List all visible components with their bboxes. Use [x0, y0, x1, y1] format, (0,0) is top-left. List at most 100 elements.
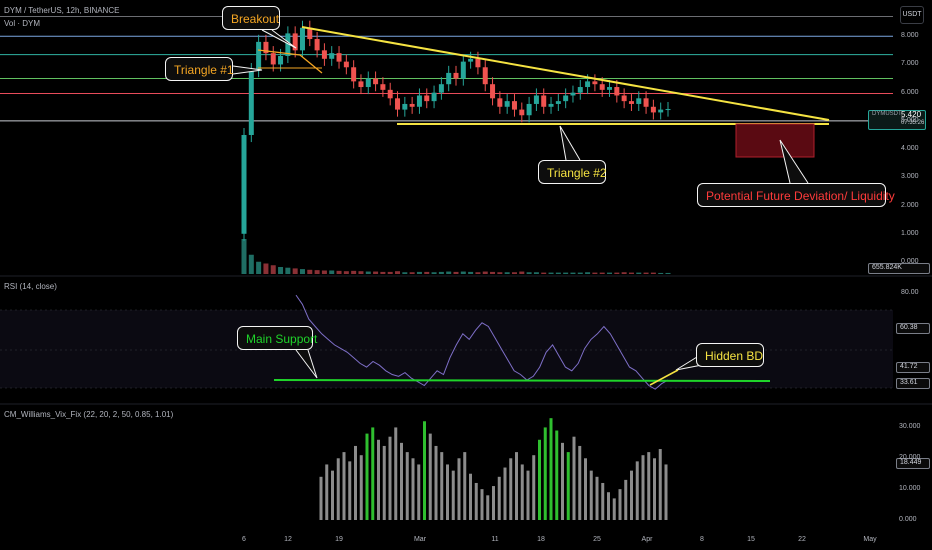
volume-bar — [577, 272, 583, 274]
vix-bar — [607, 492, 610, 520]
candle-body — [321, 50, 327, 59]
vix-bar — [618, 489, 622, 520]
candle-body — [285, 33, 291, 56]
descending-trendline — [301, 26, 830, 121]
volume-bar — [570, 272, 576, 274]
time-axis-label: 12 — [284, 536, 292, 543]
volume-bar — [329, 270, 335, 274]
vix-bar — [601, 482, 605, 520]
countdown-timer: 07:35:26 — [901, 120, 925, 126]
volume-bar — [336, 270, 342, 274]
vix-bar — [342, 452, 346, 520]
candle-body — [365, 78, 371, 88]
candle-body — [650, 106, 656, 113]
volume-bar — [285, 267, 291, 274]
candle-body — [248, 70, 254, 135]
time-axis-label: Mar — [413, 536, 427, 543]
candle-body — [453, 72, 459, 79]
candle-body — [468, 58, 474, 62]
volume-bar — [636, 272, 642, 274]
volume-bar — [533, 272, 539, 274]
price-scale-label: 3.000 — [901, 173, 919, 181]
volume-bar — [446, 271, 452, 274]
time-axis-label: 6 — [242, 536, 246, 543]
candle-body — [475, 58, 481, 68]
vix-bar — [417, 464, 421, 520]
price-scale-label: 5.000 — [901, 116, 919, 124]
candle-body — [446, 72, 452, 85]
volume-bar — [592, 272, 598, 274]
candle-body — [563, 95, 569, 102]
vix-pane — [319, 418, 668, 520]
currency-button[interactable]: USDT — [900, 6, 924, 24]
time-axis-label: 19 — [335, 536, 343, 543]
candle-body — [460, 61, 466, 79]
vix-bar — [434, 445, 438, 520]
candle-body — [299, 27, 305, 51]
rsi-box-upper: 60.38 — [896, 323, 930, 334]
vix-scale-label: 10.000 — [899, 485, 921, 493]
volume-bar — [607, 272, 613, 274]
candle-body — [395, 98, 401, 110]
volume-bar — [292, 268, 298, 274]
vix-bar — [446, 464, 449, 520]
candle-body — [380, 84, 386, 90]
volume-bar — [599, 272, 605, 274]
candle-body — [336, 53, 342, 62]
ticker-label: DYMUSDT — [872, 111, 902, 117]
rsi-title: RSI (14, close) — [4, 282, 57, 291]
vix-bar — [647, 452, 651, 520]
vix-bar — [331, 470, 334, 520]
volume-bar — [263, 263, 269, 274]
volume-bar — [402, 272, 408, 274]
vix-bar — [492, 486, 495, 520]
vix-bar — [532, 455, 536, 520]
hidden-bd-pointer — [675, 356, 703, 371]
candle-body — [519, 109, 525, 116]
vix-bar — [463, 452, 467, 520]
candle-body — [431, 92, 437, 102]
candle-body — [263, 41, 269, 54]
breakout-callout: Breakout — [222, 6, 280, 30]
vix-bar — [400, 442, 403, 520]
candle-body — [416, 95, 422, 107]
vix-bar — [388, 436, 392, 520]
volume-bar — [526, 272, 532, 274]
triangle1-drawing — [257, 49, 323, 74]
vix-bar — [440, 452, 444, 520]
candle-body — [585, 81, 591, 88]
volume-bar — [380, 271, 386, 274]
volume-bar — [424, 271, 430, 274]
hidden-bd-callout: Hidden BD — [696, 343, 764, 367]
vix-bar — [365, 433, 369, 520]
vix-bar — [612, 498, 616, 520]
price-scale-label: 8.000 — [901, 32, 919, 40]
vix-bar — [423, 421, 426, 520]
volume-bar — [490, 271, 496, 274]
vix-bar — [480, 489, 484, 520]
volume-bar — [431, 272, 437, 274]
volume-bar — [497, 272, 503, 274]
vix-bar — [394, 427, 398, 520]
vix-bar — [382, 445, 386, 520]
vix-bar — [526, 470, 530, 520]
candle-body — [628, 101, 634, 104]
volume-bar — [563, 272, 569, 274]
volume-bar — [307, 269, 313, 274]
vix-box-current: 18.449 — [896, 458, 930, 469]
time-axis-label: 25 — [593, 536, 601, 543]
vix-bar — [325, 464, 329, 520]
vix-bar — [354, 445, 357, 520]
time-axis-label: 22 — [798, 536, 806, 543]
candle-body — [555, 101, 561, 104]
rsi-pane — [273, 294, 771, 390]
volume-bar — [321, 270, 327, 274]
volume-bar — [548, 272, 554, 274]
time-axis-label: 11 — [491, 536, 499, 543]
vix-bar — [664, 464, 668, 520]
volume-bar — [650, 272, 656, 274]
main-support-callout: Main Support — [237, 326, 317, 350]
deviation-pointer — [779, 139, 809, 184]
triangle2-pointer — [559, 125, 581, 161]
